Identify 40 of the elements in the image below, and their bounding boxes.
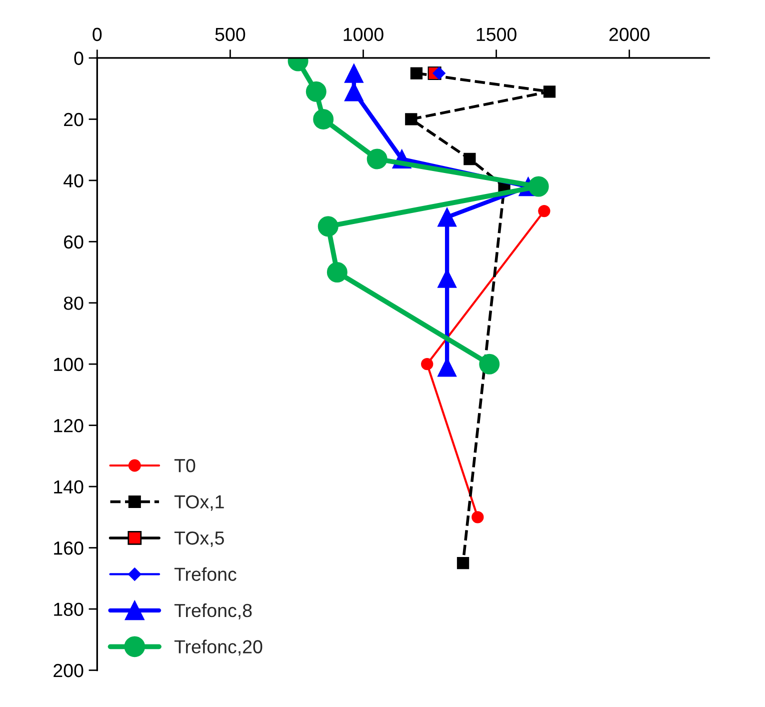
point	[456, 557, 470, 570]
x-tick-label: 500	[215, 28, 246, 42]
point	[543, 86, 556, 98]
y-tick-label: 160	[54, 541, 84, 555]
legend-label: TOx,5	[174, 531, 224, 547]
y-tick-label: 100	[54, 358, 84, 372]
y-tick-label: 0	[74, 52, 84, 65]
point	[438, 208, 457, 227]
point	[366, 148, 388, 170]
y-tick-label: 180	[54, 602, 84, 616]
point	[479, 354, 500, 374]
legend-label: Trefonc	[174, 567, 236, 581]
point	[326, 262, 348, 283]
legend-label: Trefonc,8	[174, 603, 252, 620]
point	[318, 216, 338, 237]
legend-label: TOx,1	[174, 495, 224, 511]
y-tick-label: 80	[64, 296, 84, 310]
y-tick-label: 60	[64, 235, 84, 249]
y-tick-label: 40	[64, 174, 84, 188]
point	[421, 358, 434, 370]
point	[464, 152, 476, 166]
y-tick-label: 200	[54, 664, 84, 678]
legend-label: Trefonc,20	[174, 640, 262, 656]
point	[472, 511, 484, 524]
y-tick-label: 120	[54, 419, 84, 432]
x-tick-label: 2000	[609, 28, 650, 42]
point	[344, 64, 364, 83]
point	[306, 81, 326, 102]
point	[528, 176, 549, 197]
point	[405, 113, 418, 126]
x-tick-label: 0	[92, 28, 102, 42]
point	[538, 204, 550, 218]
x-tick-label: 1000	[344, 28, 384, 42]
point	[432, 66, 446, 80]
y-tick-label: 20	[64, 112, 84, 126]
y-tick-label: 140	[54, 480, 84, 494]
point	[313, 108, 334, 130]
x-tick-label: 1500	[476, 28, 516, 42]
legend-label: T0	[174, 458, 196, 472]
point	[410, 67, 423, 80]
